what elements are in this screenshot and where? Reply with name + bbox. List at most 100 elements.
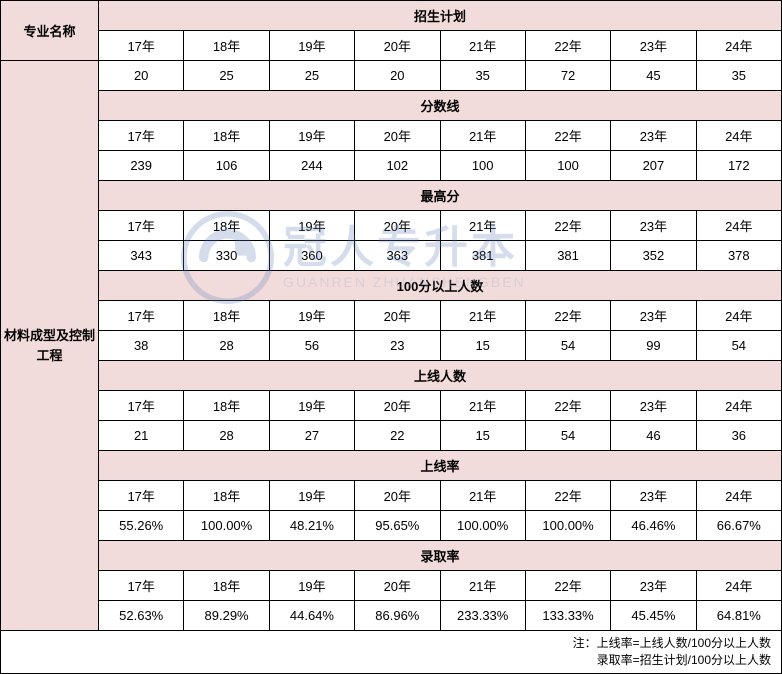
data-cell: 46.46%	[611, 511, 696, 541]
year-row-6: 17年 18年 19年 20年 21年 22年 23年 24年	[1, 571, 782, 601]
year-cell: 24年	[696, 391, 781, 421]
data-cell: 381	[440, 241, 525, 271]
data-cell: 46	[611, 421, 696, 451]
data-cell: 45	[611, 61, 696, 91]
data-cell: 207	[611, 151, 696, 181]
data-cell: 89.29%	[184, 601, 269, 631]
footer-note: 注：上线率=上线人数/100分以上人数 录取率=招生计划/100分以上人数	[1, 631, 782, 674]
data-cell: 15	[440, 331, 525, 361]
year-row-1: 17年 18年 19年 20年 21年 22年 23年 24年	[1, 121, 782, 151]
year-cell: 20年	[355, 571, 440, 601]
value-row-6: 52.63% 89.29% 44.64% 86.96% 233.33% 133.…	[1, 601, 782, 631]
value-row-2: 343 330 360 363 381 381 352 378	[1, 241, 782, 271]
data-cell: 360	[269, 241, 354, 271]
year-cell: 18年	[184, 31, 269, 61]
year-cell: 21年	[440, 31, 525, 61]
data-cell: 106	[184, 151, 269, 181]
data-cell: 54	[525, 421, 610, 451]
data-cell: 45.45%	[611, 601, 696, 631]
year-cell: 18年	[184, 211, 269, 241]
section-admission-plan-header: 招生计划	[99, 1, 782, 31]
data-cell: 102	[355, 151, 440, 181]
year-cell: 22年	[525, 31, 610, 61]
data-cell: 48.21%	[269, 511, 354, 541]
year-cell: 19年	[269, 121, 354, 151]
data-cell: 381	[525, 241, 610, 271]
year-row-2: 17年 18年 19年 20年 21年 22年 23年 24年	[1, 211, 782, 241]
data-cell: 86.96%	[355, 601, 440, 631]
data-cell: 172	[696, 151, 781, 181]
data-cell: 100.00%	[525, 511, 610, 541]
section-online-rate-header: 上线率	[99, 451, 782, 481]
year-row-4: 17年 18年 19年 20年 21年 22年 23年 24年	[1, 391, 782, 421]
data-cell: 378	[696, 241, 781, 271]
footer-line1: 注：上线率=上线人数/100分以上人数	[573, 636, 771, 650]
data-cell: 44.64%	[269, 601, 354, 631]
year-cell: 23年	[611, 211, 696, 241]
year-cell: 21年	[440, 391, 525, 421]
year-cell: 17年	[99, 301, 184, 331]
data-cell: 25	[184, 61, 269, 91]
year-cell: 18年	[184, 301, 269, 331]
data-cell: 52.63%	[99, 601, 184, 631]
year-cell: 21年	[440, 301, 525, 331]
year-cell: 17年	[99, 121, 184, 151]
year-cell: 22年	[525, 571, 610, 601]
year-cell: 20年	[355, 211, 440, 241]
year-cell: 24年	[696, 571, 781, 601]
section-highest-score-header: 最高分	[99, 181, 782, 211]
year-row-3: 17年 18年 19年 20年 21年 22年 23年 24年	[1, 301, 782, 331]
data-cell: 100	[525, 151, 610, 181]
year-cell: 20年	[355, 391, 440, 421]
data-cell: 343	[99, 241, 184, 271]
year-cell: 22年	[525, 481, 610, 511]
data-cell: 133.33%	[525, 601, 610, 631]
year-cell: 19年	[269, 481, 354, 511]
value-row-1: 239 106 244 102 100 100 207 172	[1, 151, 782, 181]
footer-line2: 录取率=招生计划/100分以上人数	[597, 653, 771, 667]
data-cell: 23	[355, 331, 440, 361]
section-admission-rate-header: 录取率	[99, 541, 782, 571]
year-cell: 24年	[696, 31, 781, 61]
data-cell: 15	[440, 421, 525, 451]
data-cell: 233.33%	[440, 601, 525, 631]
data-cell: 56	[269, 331, 354, 361]
year-cell: 18年	[184, 481, 269, 511]
year-cell: 22年	[525, 301, 610, 331]
value-row-5: 55.26% 100.00% 48.21% 95.65% 100.00% 100…	[1, 511, 782, 541]
year-cell: 22年	[525, 121, 610, 151]
major-name-cell: 材料成型及控制工程	[1, 61, 99, 631]
data-cell: 54	[696, 331, 781, 361]
data-cell: 28	[184, 421, 269, 451]
data-cell: 28	[184, 331, 269, 361]
year-cell: 19年	[269, 301, 354, 331]
year-cell: 17年	[99, 31, 184, 61]
data-cell: 72	[525, 61, 610, 91]
data-cell: 244	[269, 151, 354, 181]
data-cell: 25	[269, 61, 354, 91]
data-cell: 95.65%	[355, 511, 440, 541]
year-row-5: 17年 18年 19年 20年 21年 22年 23年 24年	[1, 481, 782, 511]
year-row-0: 17年 18年 19年 20年 21年 22年 23年 24年	[1, 31, 782, 61]
year-cell: 18年	[184, 121, 269, 151]
data-table: 专业名称 招生计划 17年 18年 19年 20年 21年 22年 23年 24…	[0, 0, 782, 674]
data-cell: 35	[440, 61, 525, 91]
data-cell: 38	[99, 331, 184, 361]
data-cell: 36	[696, 421, 781, 451]
data-cell: 352	[611, 241, 696, 271]
year-cell: 21年	[440, 481, 525, 511]
year-cell: 21年	[440, 571, 525, 601]
year-cell: 17年	[99, 481, 184, 511]
year-cell: 22年	[525, 211, 610, 241]
data-cell: 20	[355, 61, 440, 91]
data-cell: 20	[99, 61, 184, 91]
year-cell: 23年	[611, 571, 696, 601]
year-cell: 18年	[184, 391, 269, 421]
data-cell: 100	[440, 151, 525, 181]
section-over100-header: 100分以上人数	[99, 271, 782, 301]
data-cell: 22	[355, 421, 440, 451]
year-cell: 21年	[440, 211, 525, 241]
section-online-count-header: 上线人数	[99, 361, 782, 391]
data-cell: 239	[99, 151, 184, 181]
data-cell: 66.67%	[696, 511, 781, 541]
